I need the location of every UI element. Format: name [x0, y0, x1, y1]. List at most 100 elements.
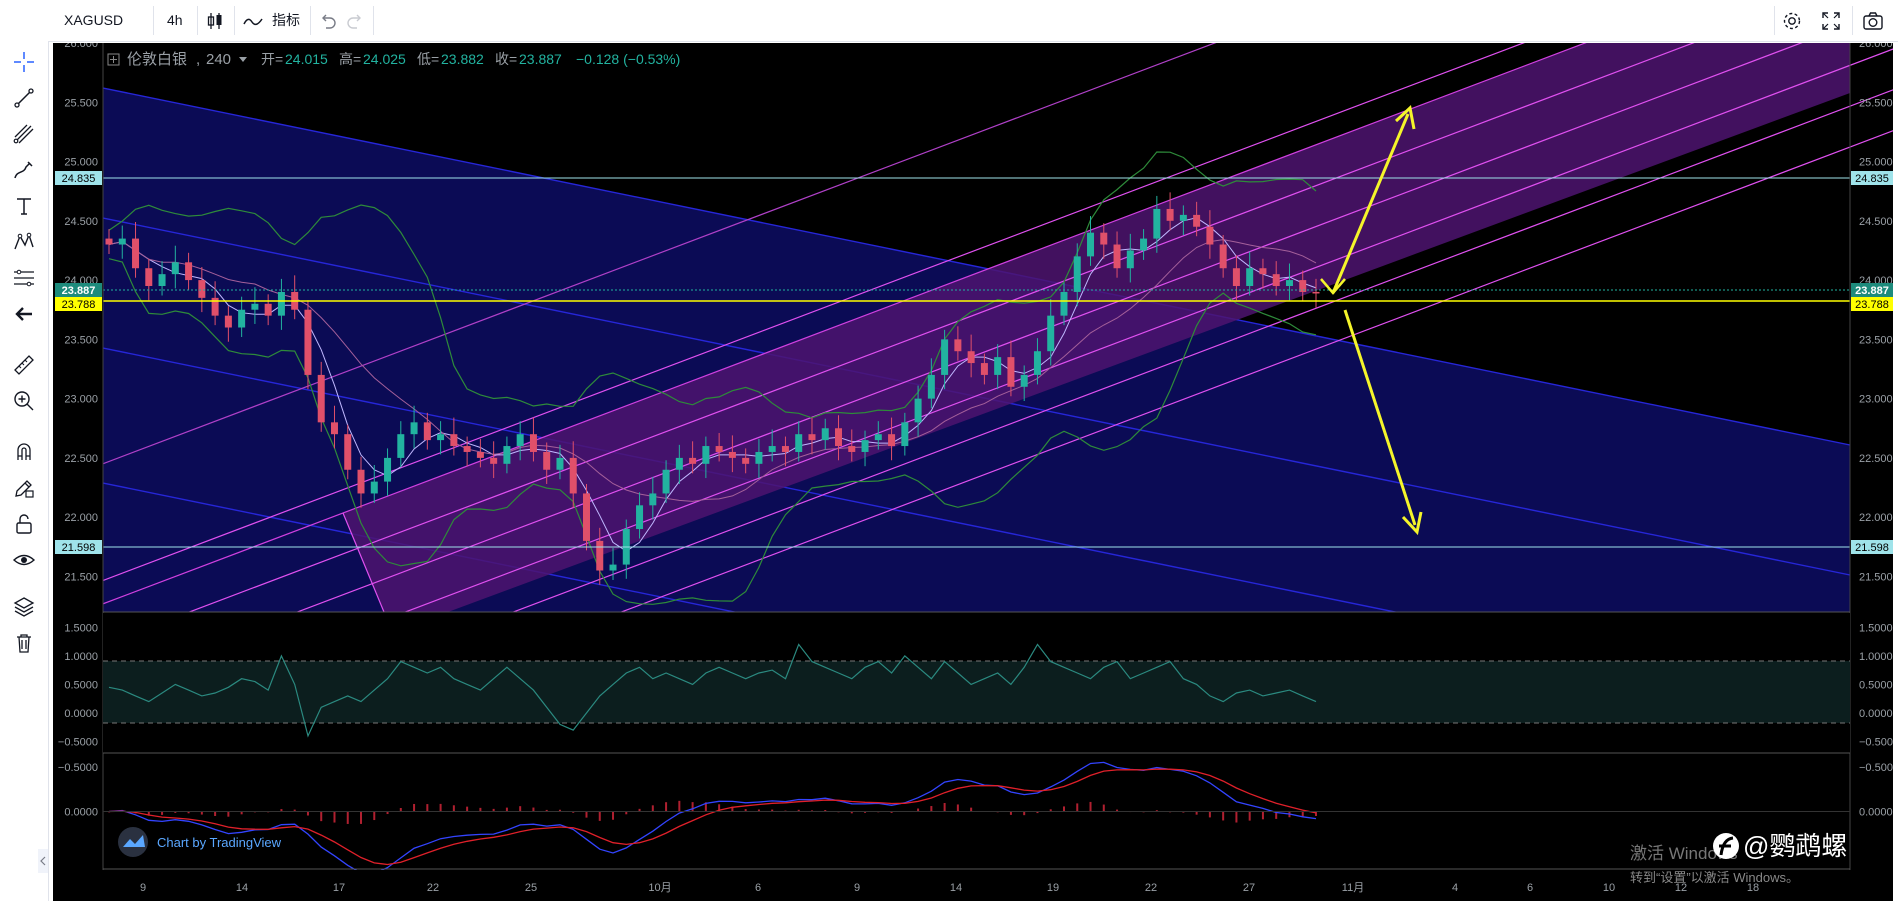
pattern-tool-icon[interactable] — [12, 230, 36, 254]
main-price-pane[interactable]: 伦敦白银 , 240 开= 24.015 高= 24.025 低= 23.882… — [53, 38, 1898, 901]
candle-body[interactable] — [1246, 268, 1254, 287]
candle-body[interactable] — [569, 457, 577, 494]
time-axis[interactable]: 9 14 17 22 25 10月 6 9 14 19 22 27 11月 4 6 10 12 18 — [53, 870, 1893, 901]
text-tool-icon[interactable] — [12, 194, 36, 218]
crosshair-icon[interactable] — [12, 50, 36, 74]
legend-dropdown-icon[interactable] — [239, 57, 247, 62]
tradingview-link[interactable]: Chart by TradingView — [157, 835, 282, 850]
interval-button[interactable]: 4h — [167, 12, 183, 28]
candle-body[interactable] — [410, 422, 418, 435]
chart-canvas[interactable]: 伦敦白银 , 240 开= 24.015 高= 24.025 低= 23.882… — [53, 38, 1898, 901]
candle-body[interactable] — [980, 363, 988, 375]
candle-body[interactable] — [185, 262, 193, 281]
candle-body[interactable] — [503, 446, 511, 464]
candle-body[interactable] — [224, 315, 232, 328]
candle-body[interactable] — [795, 434, 803, 452]
candle-body[interactable] — [715, 446, 723, 452]
macd-pane[interactable]: −0.5000 −0.5000 0.0000 0.0000 Chart by Trad… — [58, 761, 1898, 875]
candle-body[interactable] — [742, 457, 750, 464]
candle-body[interactable] — [702, 446, 710, 464]
candle-body[interactable] — [1073, 256, 1081, 292]
candle-body[interactable] — [1113, 244, 1121, 269]
candle-body[interactable] — [529, 434, 537, 452]
candle-body[interactable] — [330, 422, 338, 435]
candle-body[interactable] — [994, 357, 1002, 375]
candle-body[interactable] — [1033, 351, 1041, 375]
trend-line-icon[interactable] — [12, 86, 36, 110]
candle-body[interactable] — [344, 434, 352, 470]
candle-body[interactable] — [450, 434, 458, 447]
candle-body[interactable] — [582, 493, 590, 541]
candle-body[interactable] — [357, 469, 365, 494]
prediction-tool-icon[interactable] — [12, 266, 36, 290]
candle-body[interactable] — [967, 351, 975, 364]
candle-body[interactable] — [1126, 250, 1134, 269]
candle-body[interactable] — [689, 457, 697, 464]
candle-body[interactable] — [675, 457, 683, 470]
candle-body[interactable] — [781, 446, 789, 452]
candle-body[interactable] — [1193, 214, 1201, 227]
candle-body[interactable] — [1060, 291, 1068, 316]
layers-icon[interactable] — [12, 595, 36, 619]
candle-body[interactable] — [1020, 374, 1028, 387]
ascending-channel[interactable] — [343, 43, 1850, 612]
candle-body[interactable] — [728, 451, 736, 458]
zoom-in-icon[interactable] — [12, 389, 36, 413]
candle-body[interactable] — [861, 440, 869, 452]
brush-icon[interactable] — [12, 158, 36, 182]
chart-area[interactable]: 伦敦白银 , 240 开= 24.015 高= 24.025 低= 23.882… — [53, 38, 1898, 901]
candle-body[interactable] — [848, 446, 856, 452]
back-arrow-icon[interactable] — [12, 302, 36, 326]
candle-body[interactable] — [304, 309, 312, 375]
candle-body[interactable] — [888, 434, 896, 447]
candle-body[interactable] — [171, 262, 179, 275]
candle-body[interactable] — [476, 451, 484, 458]
candle-body[interactable] — [1206, 226, 1214, 245]
candle-body[interactable] — [874, 434, 882, 441]
symbol-search-button[interactable]: XAGUSD — [64, 12, 124, 28]
candle-body[interactable] — [1259, 268, 1267, 275]
candle-body[interactable] — [132, 238, 140, 269]
pitchfork-icon[interactable] — [12, 122, 36, 146]
candle-body[interactable] — [556, 457, 564, 470]
chart-legend[interactable]: 伦敦白银 , 240 开= 24.015 高= 24.025 低= 23.882… — [107, 51, 680, 68]
undo-icon[interactable] — [317, 10, 339, 32]
candle-body[interactable] — [211, 297, 219, 316]
bearish-scenario-arrow[interactable] — [1343, 309, 1423, 536]
candle-body[interactable] — [1087, 232, 1095, 257]
candle-body[interactable] — [1232, 268, 1240, 287]
candle-body[interactable] — [1299, 280, 1307, 292]
candle-body[interactable] — [264, 303, 272, 316]
oscillator-pane[interactable]: 1.5000 1.5000 1.0000 1.0000 0.5000 0.5000 0.00… — [58, 613, 1898, 754]
candle-body[interactable] — [649, 493, 657, 506]
candle-body[interactable] — [927, 374, 935, 399]
candle-body[interactable] — [437, 434, 445, 441]
candle-body[interactable] — [954, 339, 962, 352]
candle-body[interactable] — [384, 457, 392, 482]
candle-body[interactable] — [198, 280, 206, 298]
bullish-scenario-arrow[interactable] — [1331, 105, 1416, 294]
candle-body[interactable] — [463, 446, 471, 452]
candle-body[interactable] — [1179, 214, 1187, 221]
candle-body[interactable] — [397, 434, 405, 458]
candle-body[interactable] — [1007, 357, 1015, 387]
candle-body[interactable] — [808, 434, 816, 441]
candle-body[interactable] — [251, 303, 259, 310]
camera-snapshot-icon[interactable] — [1862, 10, 1884, 32]
redo-icon[interactable] — [344, 10, 366, 32]
legend-collapse-icon[interactable] — [107, 53, 120, 66]
candle-body[interactable] — [662, 469, 670, 494]
candle-body[interactable] — [901, 422, 909, 447]
collapse-toolbar-icon[interactable] — [38, 849, 48, 873]
eye-visibility-icon[interactable] — [12, 548, 36, 572]
indicators-icon[interactable] — [242, 10, 264, 32]
lock-drawing-pencil-icon[interactable] — [12, 476, 36, 500]
candle-body[interactable] — [1140, 238, 1148, 251]
candle-body[interactable] — [1166, 208, 1174, 221]
candle-body[interactable] — [1153, 208, 1161, 239]
candle-style-icon[interactable] — [204, 10, 226, 32]
candle-body[interactable] — [543, 451, 551, 470]
candle-body[interactable] — [636, 505, 644, 530]
candle-body[interactable] — [821, 428, 829, 441]
candle-body[interactable] — [1285, 280, 1293, 287]
